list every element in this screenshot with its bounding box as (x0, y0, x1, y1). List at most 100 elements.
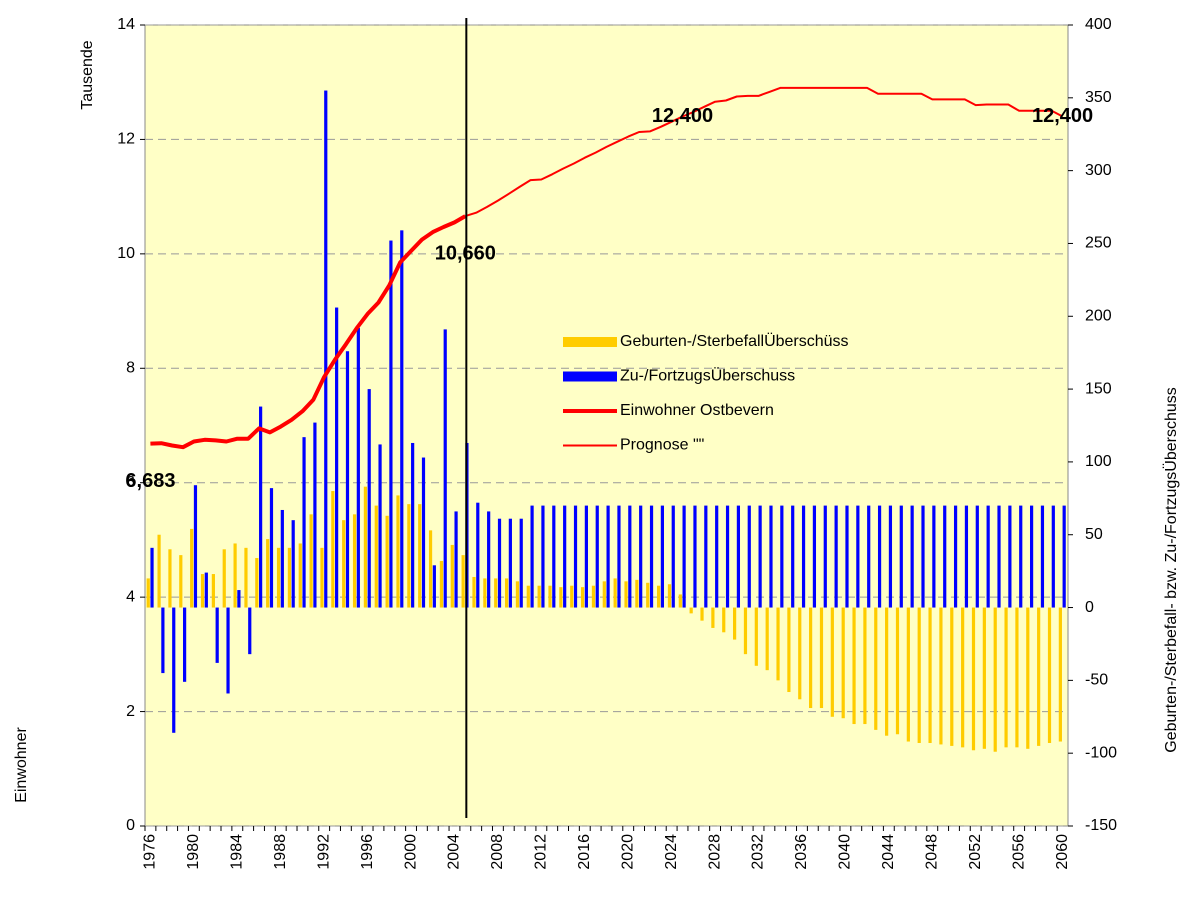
y-axis-unit: Tausende (79, 40, 96, 109)
bar (910, 505, 914, 608)
bar (222, 549, 226, 608)
bar (769, 505, 773, 608)
line (150, 214, 467, 450)
y2-axis-title: Geburten-/Sterbefall- bzw. Zu-/FortzugsÜ… (1162, 387, 1180, 752)
bar (570, 585, 574, 608)
bar (1051, 505, 1055, 608)
bar (874, 607, 878, 730)
bar (508, 518, 512, 608)
bar (400, 230, 404, 608)
bar (704, 505, 708, 608)
bar (248, 607, 252, 655)
x-tick-label: 1996 (359, 834, 376, 870)
bar (396, 495, 400, 608)
x-tick-label: 2024 (663, 834, 680, 870)
data-label: 10,660 (435, 242, 496, 264)
bar (798, 607, 802, 700)
bar (660, 505, 664, 608)
bar (932, 505, 936, 608)
bar (733, 607, 737, 640)
bar (787, 607, 791, 693)
bar (906, 607, 910, 742)
bar (559, 587, 563, 608)
bar (689, 607, 693, 614)
bar (233, 543, 237, 608)
bar (715, 505, 719, 608)
y2-tick-label: 100 (1085, 453, 1112, 470)
data-label: 12,400 (1032, 105, 1093, 127)
bar (541, 505, 545, 608)
x-tick-label: 2020 (619, 834, 636, 870)
x-tick-label: 2004 (446, 834, 463, 870)
plot-area (144, 24, 1069, 827)
bar (374, 505, 378, 608)
bar (537, 585, 541, 608)
legend-label: Zu-/FortzugsÜberschuss (620, 367, 795, 385)
bar (1008, 505, 1012, 608)
y2-tick-label: 150 (1085, 380, 1112, 397)
bar (867, 505, 871, 608)
bar (407, 504, 411, 608)
bar (823, 505, 827, 608)
bar (331, 491, 335, 608)
bar (852, 607, 856, 725)
bar (964, 505, 969, 608)
bar (476, 502, 480, 608)
bar (678, 594, 682, 608)
bar (899, 505, 903, 608)
bar (150, 547, 154, 608)
bar (439, 560, 444, 608)
x-tick-label: 2060 (1054, 834, 1071, 870)
y-tick-label: 6 (126, 474, 135, 491)
bar (1004, 607, 1008, 748)
bar (432, 565, 436, 608)
bar (352, 514, 357, 608)
x-tick-label: 2028 (706, 834, 723, 870)
bar (776, 607, 780, 681)
bar (917, 607, 921, 743)
bar (302, 437, 306, 608)
bar (885, 607, 889, 736)
y-tick-label: 4 (126, 588, 135, 605)
bar (443, 329, 447, 608)
line (465, 86, 1064, 218)
y2-tick-label: -100 (1085, 744, 1117, 761)
bar (552, 505, 556, 608)
bar (841, 607, 845, 719)
y2-tick-label: -150 (1085, 817, 1117, 834)
bar (472, 576, 476, 608)
bar (1037, 607, 1041, 746)
bar (183, 607, 187, 682)
x-tick-label: 2000 (402, 834, 419, 870)
bar (487, 511, 491, 608)
bar (754, 607, 758, 666)
bar (801, 505, 806, 608)
y-tick-label: 12 (117, 131, 135, 148)
bar (667, 584, 672, 608)
bar (259, 406, 263, 608)
y2-tick-label: 200 (1085, 307, 1112, 324)
x-tick-label: 2008 (489, 834, 506, 870)
x-tick-label: 2032 (750, 834, 767, 870)
bar (791, 505, 795, 608)
bar (418, 504, 422, 608)
bar (700, 607, 704, 621)
bar (215, 607, 219, 663)
bar (845, 505, 849, 608)
bar (389, 240, 393, 608)
bar (1019, 505, 1023, 608)
bar (736, 505, 741, 608)
y2-tick-label: 0 (1085, 599, 1094, 616)
bar (812, 505, 817, 608)
y2-tick-label: 400 (1085, 16, 1112, 33)
bar (693, 505, 697, 608)
bar (591, 585, 596, 608)
bar (356, 327, 360, 608)
bar (830, 607, 834, 717)
bar (602, 581, 606, 608)
bar (1040, 505, 1045, 608)
x-tick-label: 2056 (1010, 834, 1027, 870)
bar (617, 505, 621, 608)
bar (428, 530, 433, 608)
